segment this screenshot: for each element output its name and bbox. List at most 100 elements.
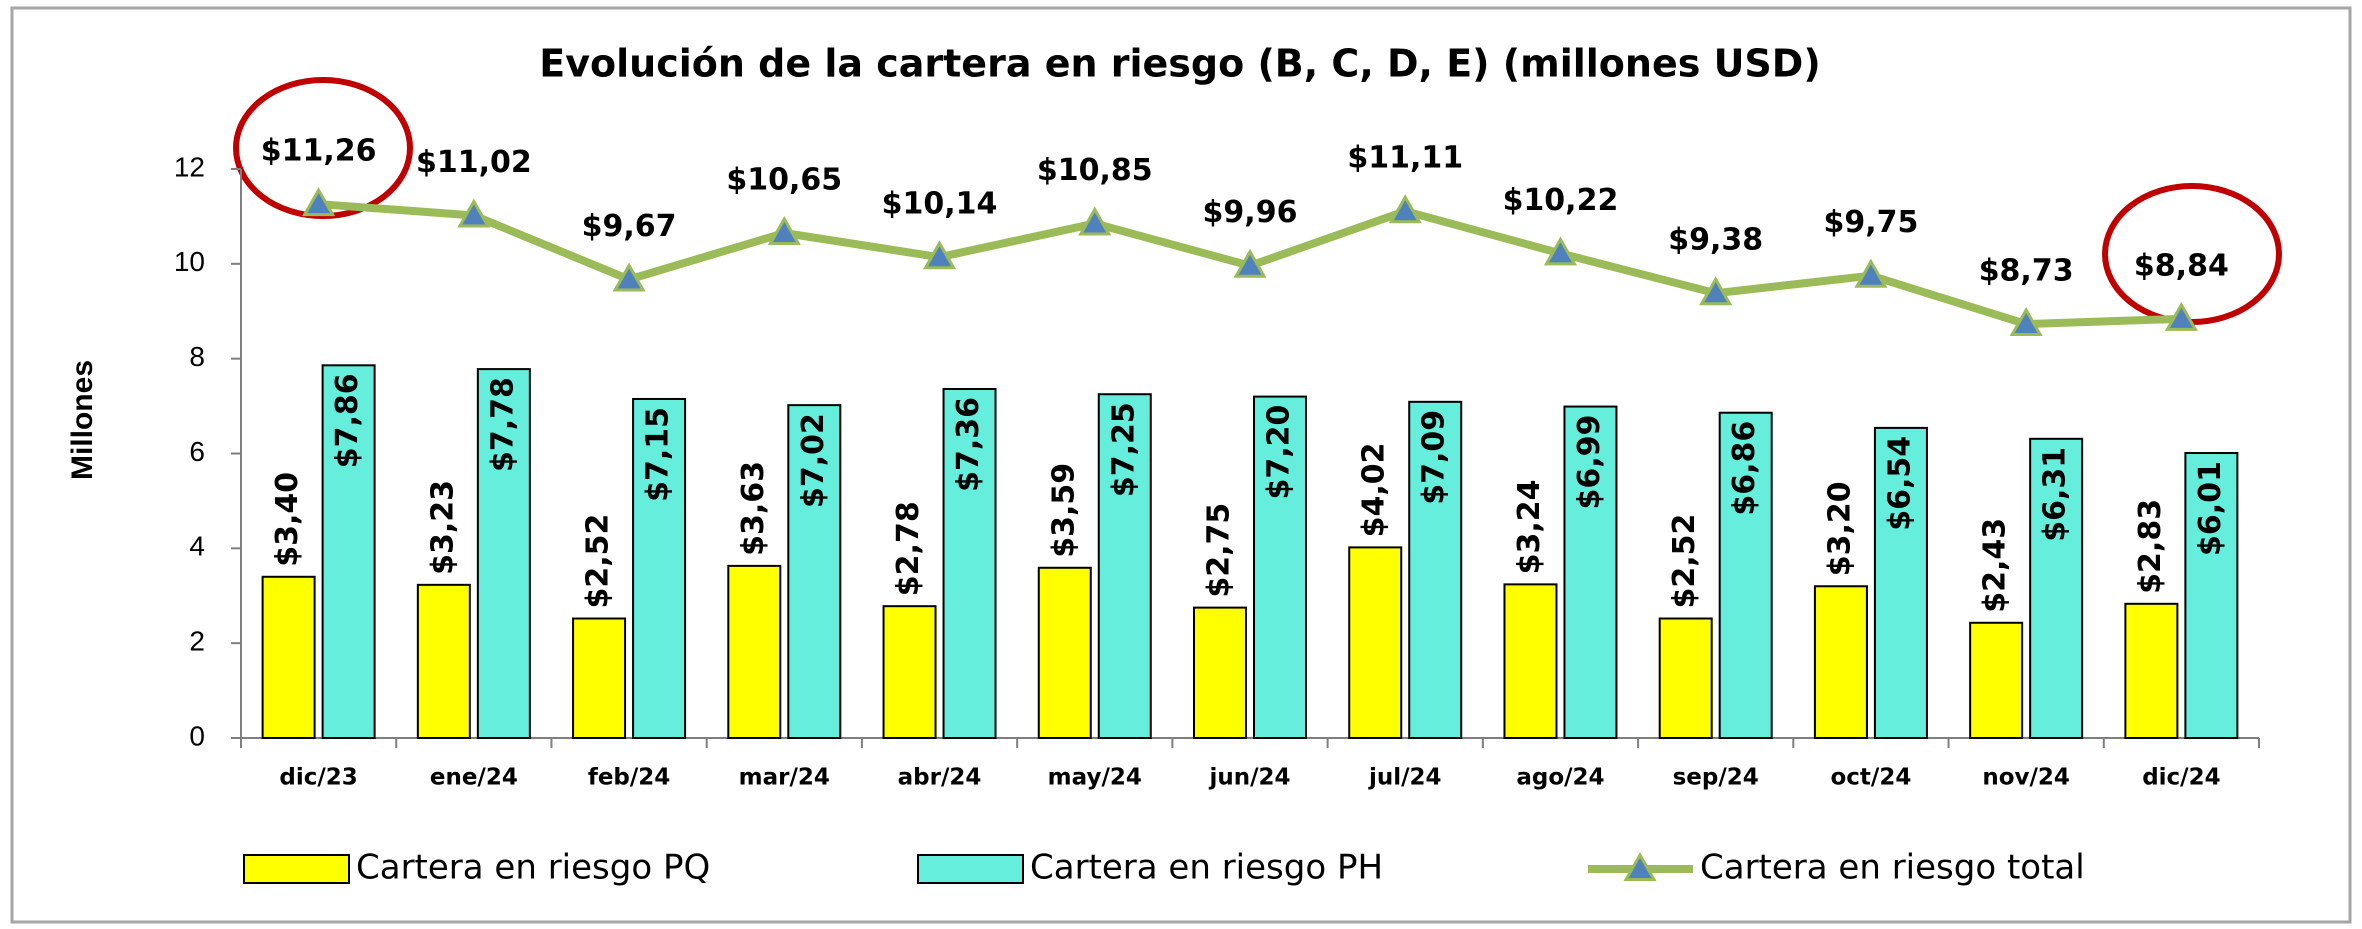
- x-tick-label: may/24: [1048, 765, 1142, 791]
- x-tick-label: jul/24: [1368, 765, 1442, 791]
- bar: [2124, 602, 2179, 740]
- data-label: $9,38: [1668, 223, 1763, 258]
- data-label: $9,67: [582, 209, 677, 244]
- bar: [1873, 426, 1928, 739]
- data-label: $7,86: [330, 373, 365, 468]
- y-tick-label: 12: [174, 151, 205, 182]
- data-label: $10,22: [1503, 183, 1619, 218]
- bar: [1408, 400, 1463, 739]
- data-label: $3,63: [736, 461, 771, 556]
- data-label: $2,52: [581, 514, 616, 609]
- data-label: $7,78: [485, 377, 520, 472]
- x-tick-label: mar/24: [739, 765, 830, 791]
- data-label: $7,02: [796, 413, 831, 508]
- data-label: $3,59: [1046, 463, 1081, 558]
- legend-label: Cartera en riesgo total: [1700, 848, 2085, 888]
- y-tick-label: 0: [189, 720, 205, 751]
- bar: [1563, 405, 1618, 739]
- line-marker: [1078, 206, 1112, 236]
- line-marker: [302, 187, 336, 217]
- y-tick-label: 2: [189, 626, 205, 657]
- data-label: $2,78: [891, 501, 926, 596]
- line-marker: [1388, 194, 1422, 224]
- data-label: $6,31: [2038, 447, 2073, 542]
- line-marker: [457, 198, 491, 228]
- bar: [1037, 566, 1092, 739]
- y-tick-label: 6: [189, 436, 205, 467]
- legend-swatch: [917, 854, 1024, 884]
- bar: [882, 605, 937, 739]
- data-label: $10,85: [1037, 153, 1153, 188]
- data-label: $11,26: [261, 134, 377, 169]
- bar: [1097, 393, 1152, 739]
- line-marker: [2164, 301, 2198, 331]
- data-label: $11,11: [1347, 141, 1463, 176]
- line-marker: [2009, 307, 2043, 337]
- data-label: $8,84: [2134, 248, 2229, 283]
- chart-frame: [10, 6, 2352, 924]
- bar: [1503, 583, 1558, 739]
- bar: [416, 583, 471, 740]
- data-label: $7,09: [1417, 410, 1452, 505]
- bar: [321, 364, 376, 739]
- y-tick-label: 4: [189, 531, 205, 562]
- x-tick-label: dic/24: [2142, 765, 2220, 791]
- x-tick-label: nov/24: [1982, 765, 2070, 791]
- data-label: $7,20: [1262, 405, 1297, 500]
- data-label: $10,65: [726, 163, 842, 198]
- data-label: $6,86: [1727, 421, 1762, 516]
- data-label: $6,99: [1572, 415, 1607, 510]
- line-marker: [1543, 236, 1578, 266]
- bar: [261, 575, 316, 739]
- bar: [787, 404, 842, 739]
- bar: [1969, 621, 2024, 740]
- line-marker: [1233, 248, 1267, 278]
- x-tick-label: sep/24: [1673, 765, 1759, 791]
- legend-label: Cartera en riesgo PQ: [356, 848, 710, 888]
- line-marker: [1854, 258, 1888, 288]
- data-label: $3,40: [270, 472, 305, 567]
- bar: [1658, 617, 1713, 740]
- chart-title: Evolución de la cartera en riesgo (B, C,…: [539, 42, 1820, 86]
- y-tick-label: 10: [174, 246, 205, 277]
- legend-label: Cartera en riesgo PH: [1030, 848, 1383, 888]
- x-tick-label: abr/24: [898, 765, 982, 791]
- bar: [1193, 606, 1247, 740]
- data-label: $6,54: [1882, 436, 1917, 531]
- bar: [1813, 585, 1868, 739]
- data-label: $9,96: [1203, 195, 1298, 230]
- data-label: $3,24: [1512, 479, 1547, 574]
- data-label: $7,25: [1106, 402, 1141, 497]
- data-label: $3,23: [425, 480, 460, 575]
- x-tick-label: ene/24: [430, 765, 518, 791]
- data-label: $2,75: [1202, 503, 1237, 598]
- bar: [942, 388, 997, 739]
- line-marker: [922, 240, 957, 270]
- data-label: $6,01: [2193, 461, 2228, 556]
- data-label: $9,75: [1823, 205, 1918, 240]
- data-label: $4,02: [1357, 442, 1392, 537]
- bar: [1253, 395, 1307, 739]
- bar: [727, 564, 782, 739]
- x-tick-label: ago/24: [1516, 765, 1604, 791]
- data-label: $2,83: [2133, 499, 2168, 594]
- bar: [1348, 546, 1403, 740]
- data-label: $10,14: [882, 187, 998, 222]
- bar: [572, 617, 627, 740]
- line-marker: [767, 215, 801, 246]
- data-label: $3,20: [1822, 481, 1857, 576]
- data-label: $7,36: [951, 397, 986, 492]
- bar: [632, 397, 687, 739]
- data-label: $2,52: [1667, 514, 1702, 609]
- bar: [1718, 411, 1773, 739]
- data-label: $7,15: [641, 407, 676, 502]
- legend-marker: [1623, 851, 1657, 881]
- y-axis-label: Millones: [66, 360, 99, 480]
- x-tick-label: dic/23: [279, 765, 357, 791]
- x-tick-label: oct/24: [1831, 765, 1912, 791]
- legend-swatch: [243, 854, 350, 884]
- data-label: $11,02: [416, 145, 532, 180]
- x-tick-label: feb/24: [588, 765, 670, 791]
